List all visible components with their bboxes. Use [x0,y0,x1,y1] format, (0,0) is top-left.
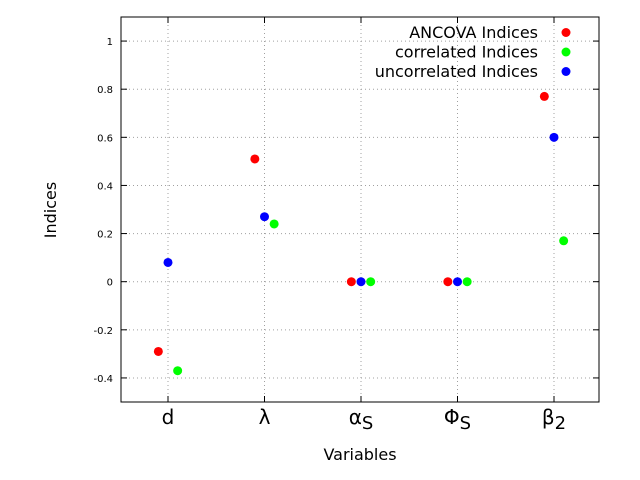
data-point [269,219,279,229]
y-tick-label: -0.2 [93,326,113,337]
plot-frame [120,16,600,403]
data-point [366,277,376,287]
y-tick-label: 0.6 [97,133,113,144]
grid-layer [121,17,599,402]
y-tick-label: 0.4 [97,181,113,192]
y-tick-label: 1 [107,37,113,48]
y-tick-label: 0 [107,278,113,289]
data-point [356,277,366,287]
x-tick-label: αS [349,405,374,434]
x-axis-ticks: d λ αS ΦS β2 [162,17,566,434]
legend-label: correlated Indices [395,43,538,62]
data-point [250,154,260,164]
y-tick-label: 0.2 [97,230,113,241]
data-point [260,212,269,222]
legend-label: ANCOVA Indices [409,23,538,42]
x-tick-label: d [162,405,175,429]
data-point [453,277,462,287]
x-tick-label: ΦS [444,405,471,434]
data-point [346,277,356,287]
data-points [153,91,569,376]
y-axis-label: Indices [41,182,60,238]
data-point [462,277,472,287]
y-tick-label: -0.4 [93,374,113,385]
data-point [173,366,183,376]
data-point [549,132,559,142]
legend-marker [561,28,571,37]
data-point [163,257,173,267]
legend-marker [561,67,571,76]
data-point [559,236,569,246]
y-axis-ticks: 1 0.8 0.6 0.4 0.2 0 -0.2 -0.4 [93,37,599,385]
data-point [539,91,549,101]
x-axis-label: Variables [323,445,396,464]
data-point [443,277,453,287]
x-tick-label: λ [259,405,271,429]
y-tick-label: 0.8 [97,85,113,96]
data-point [153,346,163,356]
x-tick-label: β2 [542,405,566,434]
legend-marker [561,47,571,57]
legend-label: uncorrelated Indices [375,62,538,81]
